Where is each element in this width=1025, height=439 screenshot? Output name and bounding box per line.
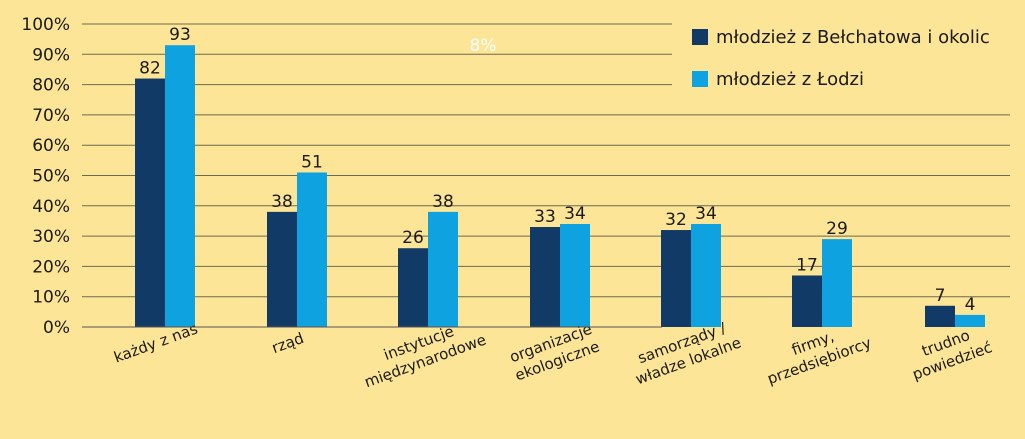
bar (822, 239, 852, 327)
legend-label: młodzież z Bełchatowa i okolic (716, 27, 990, 48)
legend-swatch (692, 71, 708, 87)
legend-swatch (692, 29, 708, 45)
bar (691, 223, 721, 327)
y-tick-label: 90% (32, 45, 70, 65)
bar (955, 314, 985, 327)
y-tick-label: 0% (43, 318, 70, 338)
data-labels: 82 93 38 51 26 38 33 34 32 34 17 29 7 4 (139, 25, 975, 315)
y-tick-label: 70% (32, 106, 70, 126)
y-tick-label: 40% (32, 197, 70, 217)
category-label: rząd (269, 329, 306, 357)
y-axis-ticks: 0% 10% 20% 30% 40% 50% 60% 70% 80% 90% 100% (21, 15, 70, 338)
data-label: 17 (796, 255, 818, 275)
bar (428, 211, 458, 327)
data-label: 32 (665, 210, 687, 230)
y-tick-label: 80% (32, 76, 70, 96)
annotation-label: 8% (470, 36, 497, 56)
y-tick-label: 20% (32, 257, 70, 277)
legend: młodzież z Bełchatowa i okolic młodzież z… (692, 27, 990, 90)
bar (792, 275, 822, 327)
data-label: 38 (271, 192, 293, 212)
data-label: 26 (402, 228, 424, 248)
bar (135, 78, 165, 327)
data-label: 82 (139, 59, 161, 79)
bars (135, 45, 985, 328)
bar (925, 305, 955, 327)
category-label-line: rząd (269, 329, 306, 357)
data-label: 34 (564, 204, 586, 224)
gridlines (82, 23, 1010, 298)
y-tick-label: 100% (21, 15, 70, 35)
bar (165, 45, 195, 328)
data-label: 7 (935, 286, 946, 306)
bar (661, 230, 691, 327)
data-label: 4 (965, 295, 976, 315)
data-label: 93 (169, 25, 191, 45)
data-label: 29 (826, 219, 848, 239)
data-label: 38 (432, 192, 454, 212)
data-label: 34 (695, 204, 717, 224)
data-label: 51 (301, 152, 323, 172)
data-label: 33 (534, 207, 556, 227)
bar (297, 172, 327, 327)
bar (530, 227, 560, 327)
bar (398, 248, 428, 327)
bar (560, 223, 590, 327)
y-tick-label: 60% (32, 136, 70, 156)
y-tick-label: 30% (32, 227, 70, 247)
y-tick-label: 10% (32, 288, 70, 308)
bar (267, 211, 297, 327)
y-tick-label: 50% (32, 167, 70, 187)
legend-label: młodzież z Łodzi (716, 69, 864, 90)
